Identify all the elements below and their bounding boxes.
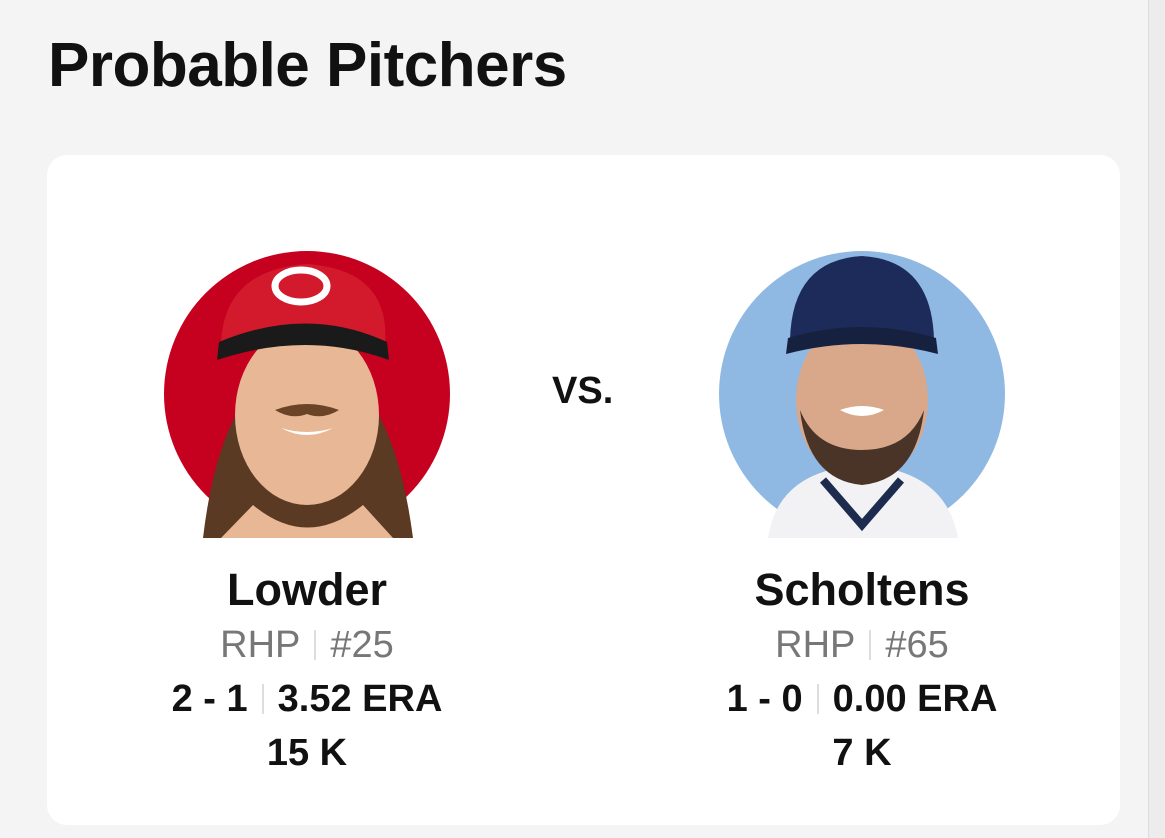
- pitcher-name: Lowder: [226, 564, 387, 615]
- record: 2 - 1: [171, 678, 248, 720]
- jersey-number: #25: [330, 624, 394, 666]
- throws: RHP: [775, 624, 856, 666]
- pitcher-name: Scholtens: [754, 564, 970, 615]
- strikeouts: 15 K: [266, 732, 348, 774]
- matchup-card: Lowder RHP #25 2 - 1 3.52 ERA 15 K VS. Sch…: [47, 155, 1120, 825]
- throws: RHP: [220, 624, 301, 666]
- pitcher-photo: [719, 251, 1005, 538]
- pitcher-photo: [164, 251, 450, 538]
- scrollbar: [1148, 0, 1165, 838]
- page-title: Probable Pitchers: [48, 31, 567, 100]
- era: 0.00 ERA: [832, 678, 998, 720]
- era: 3.52 ERA: [277, 678, 443, 720]
- pitcher[interactable]: Scholtens RHP #65 1 - 0 0.00 ERA 7 K: [662, 250, 1062, 780]
- record: 1 - 0: [726, 678, 803, 720]
- jersey-number: #65: [885, 624, 949, 666]
- strikeouts: 7 K: [832, 732, 892, 774]
- versus: VS.: [552, 370, 614, 412]
- pitcher[interactable]: Lowder RHP #25 2 - 1 3.52 ERA 15 K: [107, 250, 507, 780]
